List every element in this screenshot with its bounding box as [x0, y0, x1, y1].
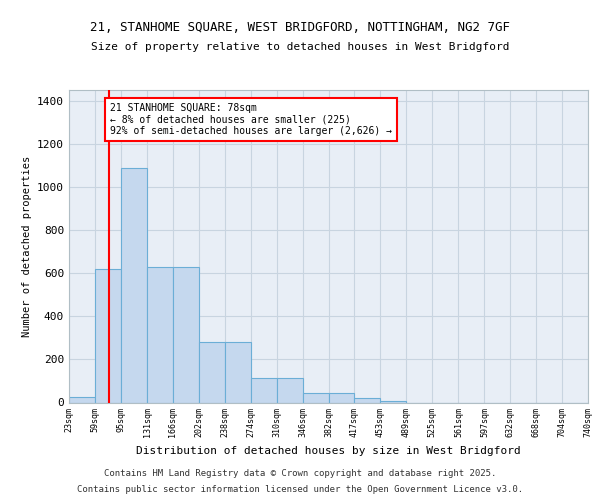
Bar [95, 269, 121, 402]
Text: 21, STANHOME SQUARE, WEST BRIDGFORD, NOTTINGHAM, NG2 7GF: 21, STANHOME SQUARE, WEST BRIDGFORD, NOT… [90, 21, 510, 34]
Bar [224, 342, 251, 402]
Text: Contains public sector information licensed under the Open Government Licence v3: Contains public sector information licen… [77, 484, 523, 494]
Text: Contains HM Land Registry data © Crown copyright and database right 2025.: Contains HM Land Registry data © Crown c… [104, 470, 496, 478]
Y-axis label: Number of detached properties: Number of detached properties [22, 156, 32, 337]
Bar [121, 168, 147, 402]
X-axis label: Distribution of detached houses by size in West Bridgford: Distribution of detached houses by size … [136, 446, 521, 456]
Bar [147, 266, 173, 402]
Bar [173, 266, 199, 402]
Bar [354, 398, 380, 402]
Text: Size of property relative to detached houses in West Bridgford: Size of property relative to detached ho… [91, 42, 509, 52]
Bar [69, 397, 95, 402]
Bar [251, 378, 277, 402]
Bar [303, 393, 329, 402]
Bar [329, 393, 354, 402]
Bar [277, 378, 303, 402]
Text: 21 STANHOME SQUARE: 78sqm
← 8% of detached houses are smaller (225)
92% of semi-: 21 STANHOME SQUARE: 78sqm ← 8% of detach… [110, 103, 392, 136]
Bar [199, 342, 224, 402]
